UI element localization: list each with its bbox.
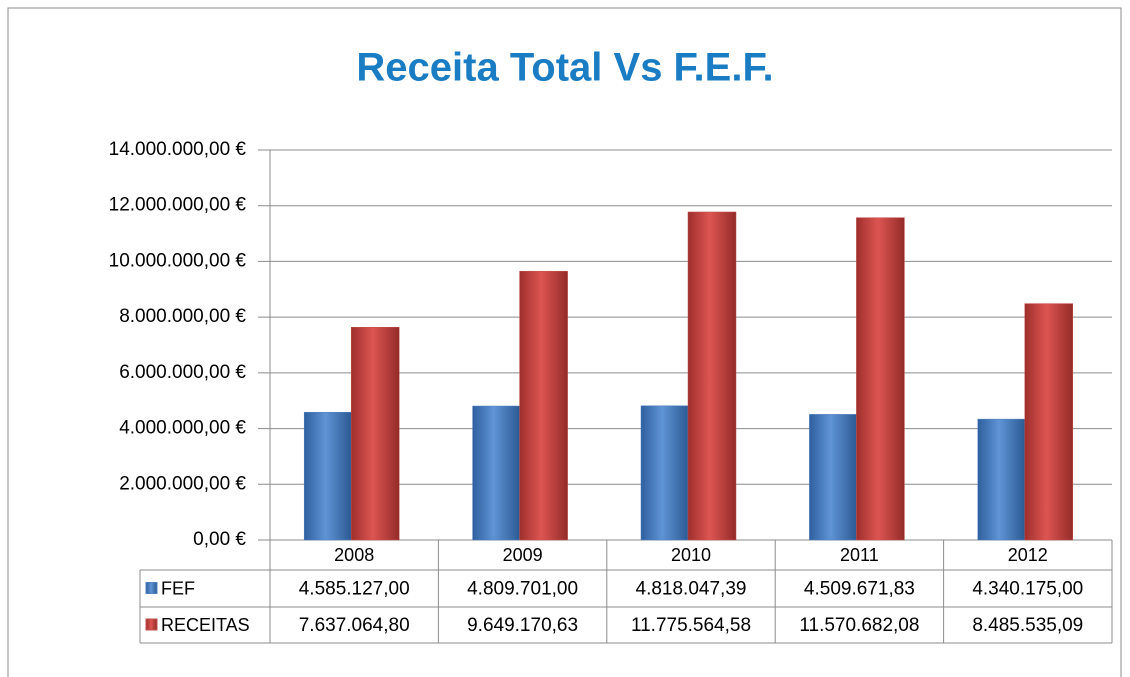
table-value: 4.818.047,39 (636, 579, 747, 600)
bar (640, 405, 689, 541)
table-value: 9.649.170,63 (467, 615, 578, 636)
legend-label: RECEITAS (161, 615, 250, 635)
y-tick-label: 12.000.000,00 € (109, 195, 247, 216)
x-tick-label: 2011 (840, 545, 879, 565)
bar (519, 270, 568, 541)
y-tick-label: 8.000.000,00 € (119, 306, 246, 327)
legend-label: FEF (161, 578, 195, 598)
x-tick-label: 2010 (671, 545, 711, 565)
bar (856, 217, 905, 541)
y-tick-label: 4.000.000,00 € (119, 418, 246, 439)
y-tick-label: 2.000.000,00 € (119, 473, 246, 494)
table-value: 4.585.127,00 (299, 579, 410, 600)
legend-key (145, 582, 158, 594)
y-tick-label: 0,00 € (193, 529, 246, 550)
bar (472, 405, 520, 541)
bar (809, 414, 857, 541)
y-tick-label: 10.000.000,00 € (109, 250, 247, 271)
table-value: 4.340.175,00 (972, 579, 1083, 600)
y-tick-label: 6.000.000,00 € (119, 362, 246, 383)
x-tick-label: 2009 (503, 545, 543, 565)
table-value: 4.509.671,83 (804, 579, 915, 600)
table-value: 11.570.682,08 (799, 615, 919, 636)
x-tick-label: 2008 (334, 545, 374, 565)
x-tick-label: 2012 (1008, 545, 1048, 565)
table-value: 11.775.564,58 (631, 615, 751, 636)
table-value: 8.485.535,09 (972, 615, 1083, 636)
y-tick-label: 14.000.000,00 € (109, 139, 247, 160)
table-value: 7.637.064,80 (299, 615, 410, 636)
legend-key (145, 618, 158, 631)
bar (687, 211, 737, 541)
bar (1024, 303, 1074, 541)
table-value: 4.809.701,00 (467, 579, 578, 600)
bar (303, 412, 352, 541)
bar (350, 327, 400, 541)
bar (977, 418, 1026, 541)
chart-title: Receita Total Vs F.E.F. (356, 46, 773, 90)
